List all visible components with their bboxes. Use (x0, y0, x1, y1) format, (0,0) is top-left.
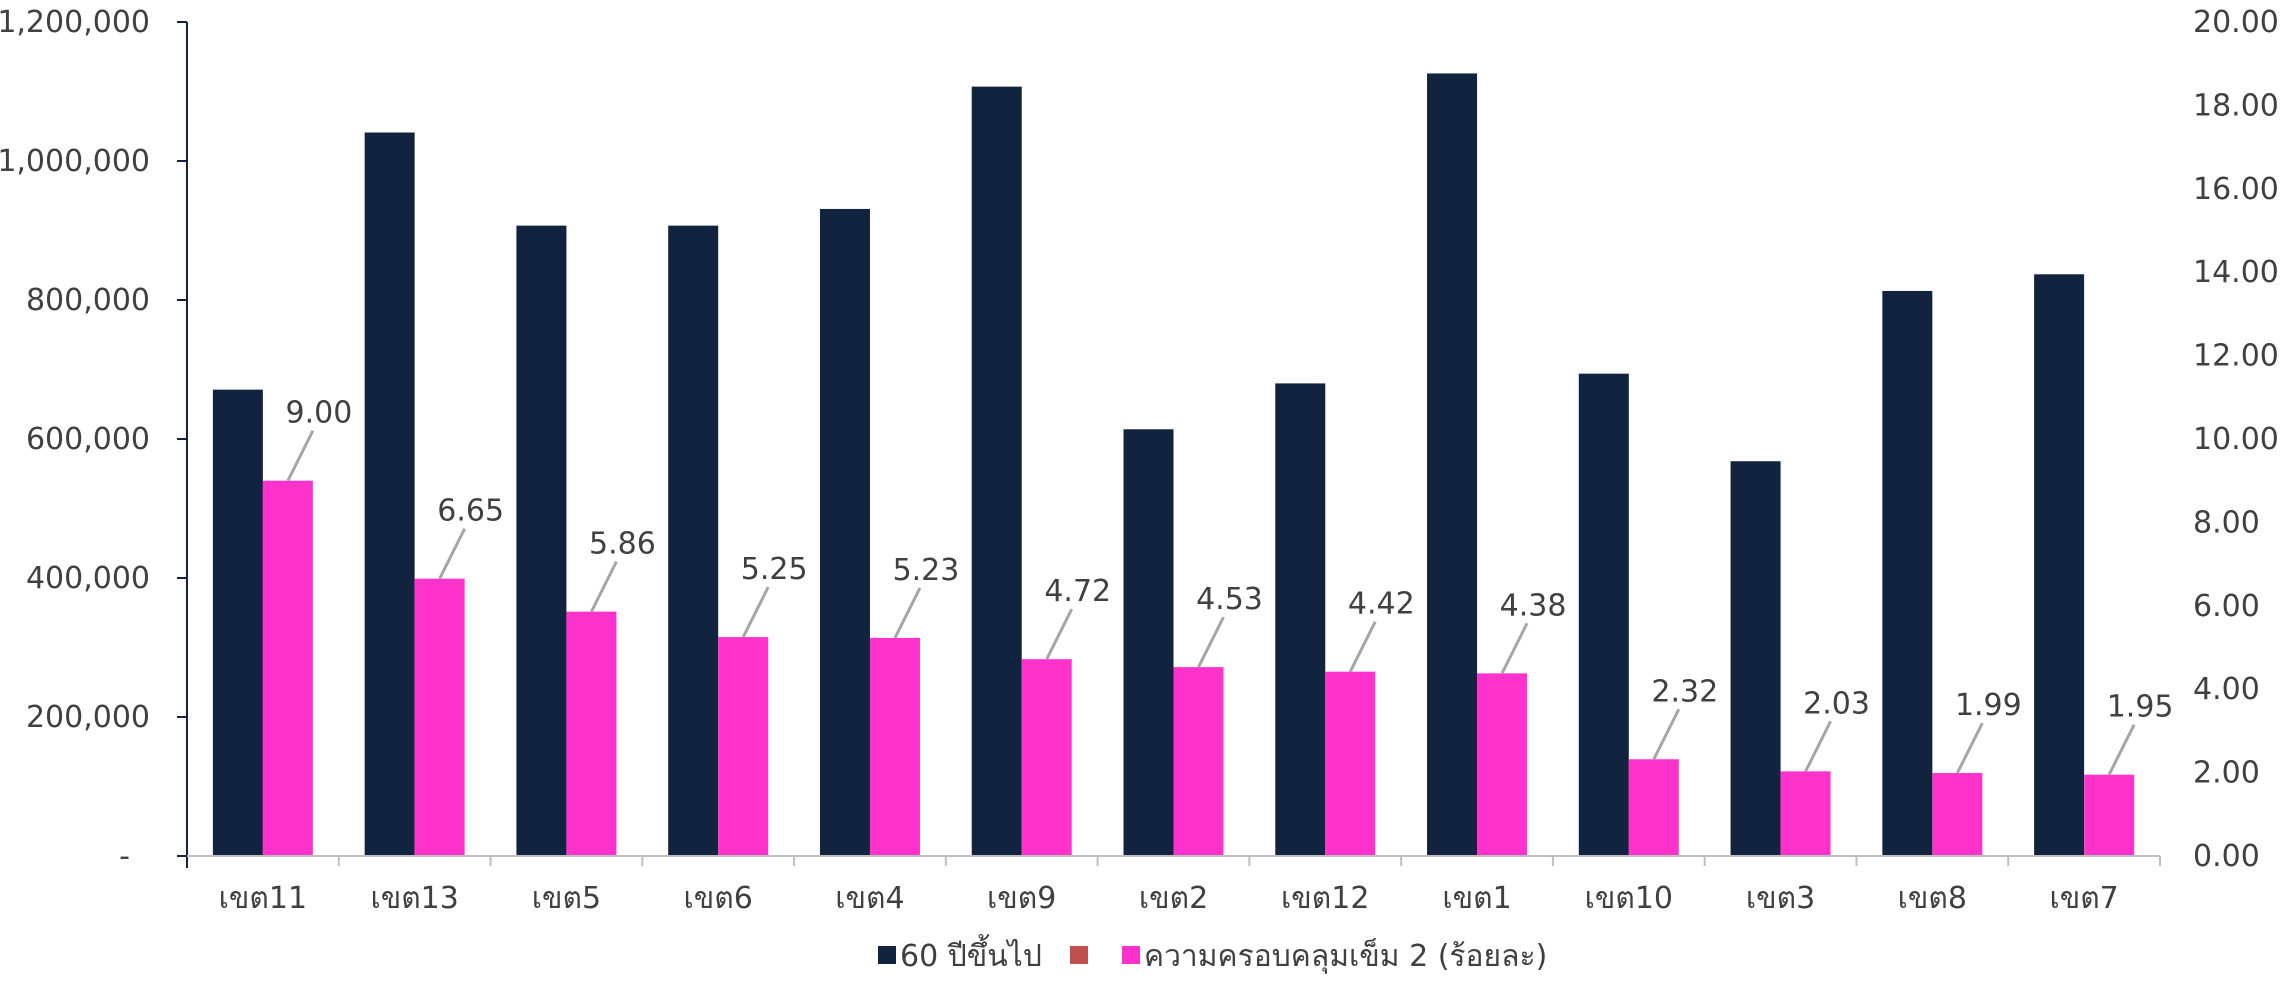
x-tick-label-13: เขต7 (2049, 881, 2118, 916)
bar-9-elderly-population (1427, 73, 1478, 857)
bar-3-elderly-population (516, 225, 567, 856)
left-tick-label-1: 200,000 (26, 700, 150, 735)
bar-2-elderly-population (364, 132, 415, 856)
right-tick-label-6: 12.00 (2193, 339, 2279, 374)
bar-1-dose2-coverage (262, 480, 313, 856)
legend-swatch-coverage (1122, 946, 1140, 964)
legend-swatch-elderly (878, 946, 896, 964)
bar-10-dose2-coverage (1628, 759, 1679, 856)
data-label-1: 9.00 (285, 396, 352, 431)
leader-line-7 (1197, 616, 1225, 668)
leader-line-8 (1348, 621, 1377, 673)
bar-12-elderly-population (1882, 290, 1933, 857)
data-label-5: 5.23 (893, 553, 960, 588)
axes-layer: เขต11 เขต13 เขต5 เขต6 เขต4 เขต9 เขต2 เขต12 เขต1 เ… (0, 5, 2279, 916)
bar-13-dose2-coverage (2084, 774, 2135, 856)
left-tick-label-3: 600,000 (26, 422, 150, 457)
x-tick-label-4: เขต6 (684, 881, 753, 916)
right-tick-label-3: 6.00 (2193, 589, 2260, 624)
data-label-3: 5.86 (589, 527, 656, 562)
bar-11-dose2-coverage (1780, 771, 1831, 856)
leader-line-3 (590, 560, 618, 613)
x-tick-label-3: เขต5 (532, 881, 601, 916)
x-tick-label-2: เขต13 (370, 881, 458, 916)
bar-6-elderly-population (971, 86, 1022, 856)
bars-layer (212, 73, 2135, 857)
data-label-12: 1.99 (1955, 688, 2022, 723)
left-tick-label-0: - (119, 839, 130, 874)
data-label-11: 2.03 (1803, 686, 1870, 721)
bar-7-elderly-population (1123, 429, 1174, 856)
data-label-2: 6.65 (437, 494, 504, 529)
bar-5-elderly-population (819, 208, 870, 856)
right-tick-label-0: 0.00 (2193, 839, 2260, 874)
right-tick-label-9: 18.00 (2193, 88, 2279, 123)
data-label-8: 4.42 (1348, 587, 1415, 622)
right-tick-label-5: 10.00 (2193, 422, 2279, 457)
x-tick-label-11: เขต3 (1746, 881, 1815, 916)
left-tick-label-2: 400,000 (26, 561, 150, 596)
left-tick-label-4: 800,000 (26, 283, 150, 318)
left-tick-label-6: 1,200,000 (0, 5, 150, 40)
bar-12-dose2-coverage (1932, 773, 1983, 856)
bar-4-dose2-coverage (718, 637, 769, 856)
x-tick-label-1: เขต11 (219, 881, 307, 916)
legend-label-elderly: 60 ปีขึ้นไป (900, 934, 1042, 974)
legend-label-coverage: ความครอบคลุมเข็ม 2 (ร้อยละ) (1144, 937, 1547, 975)
bar-9-dose2-coverage (1477, 673, 1528, 856)
leader-line-5 (893, 587, 922, 639)
right-tick-label-1: 2.00 (2193, 756, 2260, 791)
leader-line-6 (1045, 608, 1074, 660)
bar-13-elderly-population (2034, 274, 2085, 856)
leader-line-13 (2107, 724, 2136, 776)
data-label-7: 4.53 (1196, 582, 1263, 617)
leader-line-10 (1652, 708, 1681, 760)
leader-line-9 (1500, 622, 1529, 675)
legend: 60 ปีขึ้นไป ความครอบคลุมเข็ม 2 (ร้อยละ) (878, 934, 1547, 975)
x-tick-label-6: เขต9 (987, 881, 1056, 916)
x-tick-label-9: เขต1 (1442, 881, 1511, 916)
right-tick-label-10: 20.00 (2193, 5, 2279, 40)
data-label-13: 1.95 (2107, 690, 2174, 725)
bar-3-dose2-coverage (566, 611, 617, 856)
bar-1-elderly-population (212, 389, 263, 856)
right-tick-label-2: 4.00 (2193, 672, 2260, 707)
bar-8-dose2-coverage (1325, 671, 1376, 856)
leader-line-4 (741, 586, 770, 638)
leader-line-1 (286, 430, 315, 482)
bar-6-dose2-coverage (1021, 659, 1072, 856)
x-tick-label-7: เขต2 (1139, 881, 1208, 916)
leader-line-11 (1804, 720, 1832, 773)
data-labels-layer: 9.00 6.65 5.86 5.25 5.23 4.72 4.53 4.42 4.38 2.32… (285, 396, 2174, 776)
data-label-4: 5.25 (741, 552, 808, 587)
right-tick-label-8: 16.00 (2193, 172, 2279, 207)
right-tick-label-7: 14.00 (2193, 255, 2279, 290)
x-tick-label-8: เขต12 (1281, 881, 1369, 916)
bar-5-dose2-coverage (869, 637, 920, 856)
data-label-10: 2.32 (1651, 674, 1718, 709)
bar-8-elderly-population (1275, 383, 1326, 856)
left-tick-label-5: 1,000,000 (0, 144, 150, 179)
leader-line-12 (1956, 722, 1984, 774)
x-tick-label-5: เขต4 (835, 881, 904, 916)
bar-11-elderly-population (1730, 461, 1781, 856)
bar-7-dose2-coverage (1173, 667, 1224, 856)
data-label-9: 4.38 (1500, 588, 1567, 623)
bar-2-dose2-coverage (414, 578, 465, 856)
x-tick-label-10: เขต10 (1585, 881, 1673, 916)
data-label-6: 4.72 (1044, 574, 1111, 609)
leader-line-2 (438, 528, 466, 580)
legend-swatch-red (1070, 946, 1088, 964)
x-tick-label-12: เขต8 (1898, 881, 1967, 916)
right-tick-label-4: 8.00 (2193, 505, 2260, 540)
bar-4-elderly-population (668, 225, 719, 856)
bar-10-elderly-population (1578, 373, 1629, 856)
